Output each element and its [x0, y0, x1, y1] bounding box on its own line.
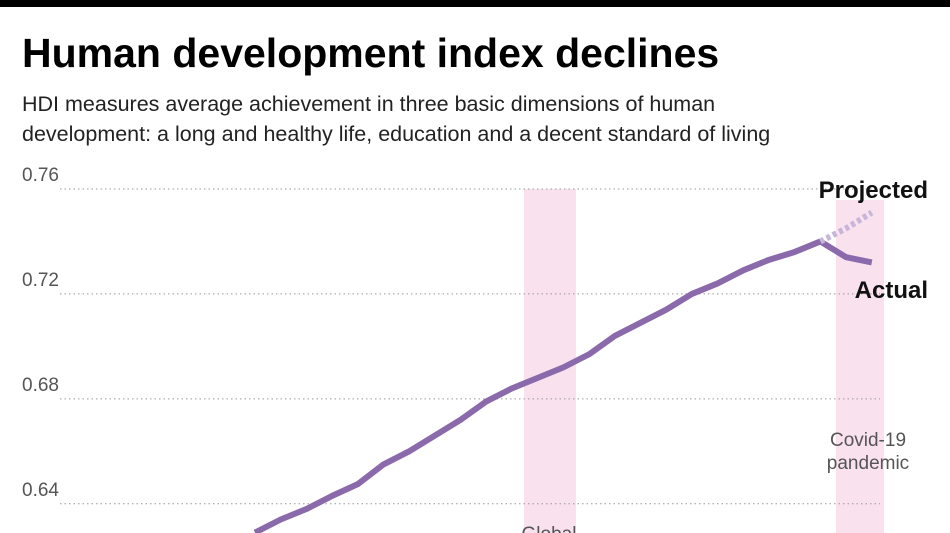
series-line: [819, 210, 874, 245]
series-line: [253, 238, 873, 533]
series-label: Projected: [819, 177, 928, 204]
y-tick-label: 0.72: [22, 270, 59, 291]
y-tick-label: 0.68: [22, 375, 59, 396]
annotation: Global: [522, 524, 577, 533]
subtitle: development: a long and healthy life, ed…: [22, 122, 770, 146]
crisis-band: [524, 189, 576, 533]
series-label: Actual: [855, 277, 928, 304]
subtitle: HDI measures average achievement in thre…: [22, 92, 715, 116]
annotation: pandemic: [827, 453, 909, 474]
y-tick-label: 0.64: [22, 480, 59, 501]
top-bar: [0, 0, 950, 7]
chart-title: Human development index declines: [22, 30, 719, 76]
y-tick-label: 0.76: [22, 165, 59, 186]
annotation: Covid-19: [830, 430, 906, 451]
covid-band: [836, 200, 884, 533]
